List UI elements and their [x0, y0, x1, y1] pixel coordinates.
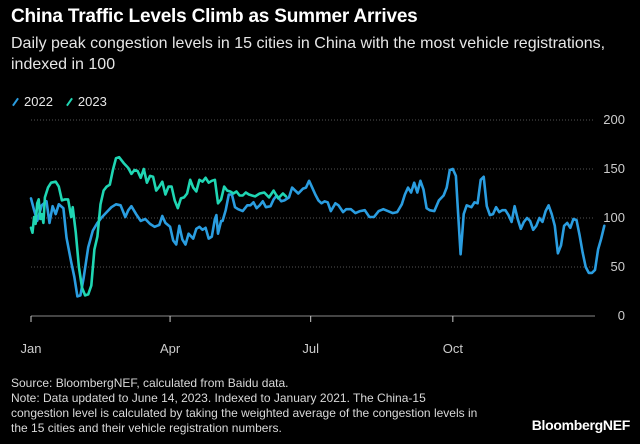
- y-tick-label: 150: [603, 161, 625, 176]
- y-tick-label: 0: [618, 308, 625, 323]
- x-tick-label: Jan: [21, 341, 42, 356]
- legend-item-2023: 2023: [65, 94, 107, 109]
- chart-title: China Traffic Levels Climb as Summer Arr…: [11, 6, 418, 27]
- methodology-note: Note: Data updated to June 14, 2023. Ind…: [11, 391, 478, 435]
- x-tick-label: Oct: [443, 341, 464, 356]
- source-note: Source: BloombergNEF, calculated from Ba…: [11, 376, 289, 390]
- series-line-2023: [29, 155, 288, 297]
- legend-label-2022: 2022: [24, 94, 53, 109]
- chart-footer: Source: BloombergNEF, calculated from Ba…: [11, 376, 481, 436]
- x-tick-label: Apr: [160, 341, 181, 356]
- y-tick-label: 50: [611, 259, 625, 274]
- x-tick-label: Jul: [302, 341, 319, 356]
- chart-subtitle: Daily peak congestion levels in 15 citie…: [11, 35, 606, 73]
- y-tick-label: 200: [603, 112, 625, 127]
- y-tick-label: 100: [603, 210, 625, 225]
- bloombergnef-logo: BloombergNEF: [531, 417, 631, 433]
- legend-label-2023: 2023: [77, 94, 107, 109]
- legend-item-2022: 2022: [11, 94, 53, 109]
- chart-legend: 2022 2023: [11, 94, 107, 109]
- series-line-2022: [29, 167, 606, 298]
